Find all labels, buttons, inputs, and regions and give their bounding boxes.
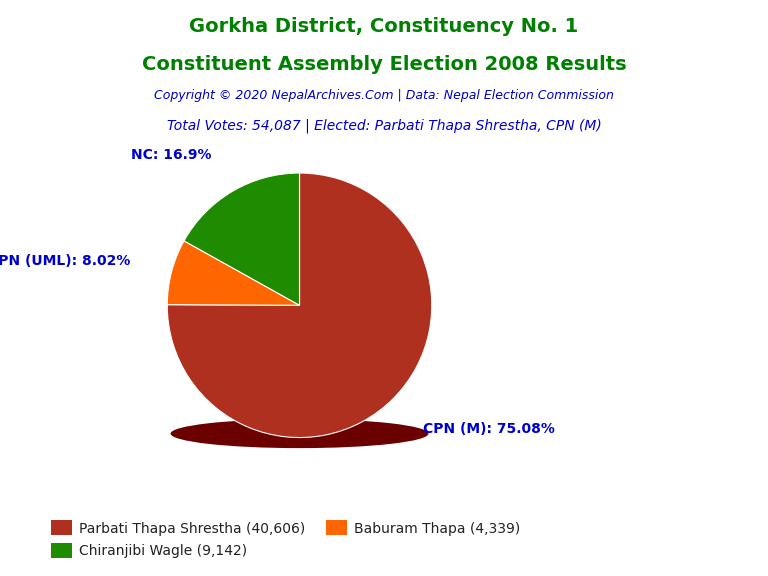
Text: Copyright © 2020 NepalArchives.Com | Data: Nepal Election Commission: Copyright © 2020 NepalArchives.Com | Dat… <box>154 89 614 103</box>
Text: CPN (UML): 8.02%: CPN (UML): 8.02% <box>0 254 131 268</box>
Text: Constituent Assembly Election 2008 Results: Constituent Assembly Election 2008 Resul… <box>141 55 627 74</box>
Text: Total Votes: 54,087 | Elected: Parbati Thapa Shrestha, CPN (M): Total Votes: 54,087 | Elected: Parbati T… <box>167 118 601 132</box>
Wedge shape <box>184 173 300 305</box>
Ellipse shape <box>170 419 429 448</box>
Text: Gorkha District, Constituency No. 1: Gorkha District, Constituency No. 1 <box>190 17 578 36</box>
Legend: Parbati Thapa Shrestha (40,606), Chiranjibi Wagle (9,142), Baburam Thapa (4,339): Parbati Thapa Shrestha (40,606), Chiranj… <box>45 515 525 563</box>
Text: CPN (M): 75.08%: CPN (M): 75.08% <box>422 422 554 436</box>
Wedge shape <box>167 173 432 438</box>
Text: NC: 16.9%: NC: 16.9% <box>131 147 211 162</box>
Wedge shape <box>167 241 300 305</box>
